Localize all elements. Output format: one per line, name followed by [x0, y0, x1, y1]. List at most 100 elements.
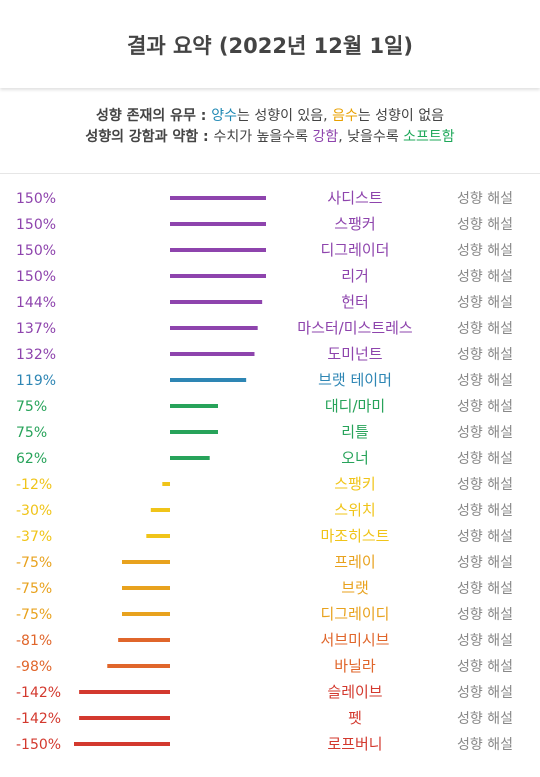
explain-link[interactable]: 성향 해설	[457, 503, 513, 519]
percent-label: -150%	[16, 737, 61, 753]
percent-label: 150%	[16, 217, 56, 233]
explain-link[interactable]: 성향 해설	[457, 269, 513, 285]
bar	[170, 274, 266, 278]
bar	[170, 326, 258, 330]
category-label: 헌터	[341, 293, 369, 311]
explain-link[interactable]: 성향 해설	[457, 425, 513, 441]
explain-link[interactable]: 성향 해설	[457, 191, 513, 207]
explain-link[interactable]: 성향 해설	[457, 581, 513, 597]
bar	[170, 404, 218, 408]
legend-line-existence: 성향 존재의 유무 : 양수는 성향이 있음, 음수는 성향이 없음	[0, 106, 540, 127]
bar	[150, 508, 170, 512]
explain-link[interactable]: 성향 해설	[457, 737, 513, 753]
category-label: 디그레이디	[320, 605, 389, 623]
header: 결과 요약 (2022년 12월 1일)	[0, 0, 540, 88]
category-label: 대디/마미	[325, 397, 385, 415]
category-label: 리거	[341, 267, 369, 285]
percent-label: -81%	[16, 633, 52, 649]
category-label: 리틀	[341, 423, 369, 441]
result-row: -98% 바닐라 성향 해설	[16, 657, 513, 675]
result-row: -75% 브랫 성향 해설	[16, 579, 513, 597]
percent-label: -75%	[16, 607, 52, 623]
percent-label: -98%	[16, 659, 52, 675]
result-row: -81% 서브미시브 성향 해설	[16, 631, 513, 649]
explain-link[interactable]: 성향 해설	[457, 295, 513, 311]
legend-soft: 소프트함	[403, 129, 455, 145]
explain-link[interactable]: 성향 해설	[457, 555, 513, 571]
category-label: 프레이	[334, 553, 375, 571]
result-row: -142% 펫 성향 해설	[16, 709, 513, 727]
explain-link[interactable]: 성향 해설	[457, 373, 513, 389]
category-label: 스팽키	[334, 475, 375, 493]
legend-existence-label: 성향 존재의 유무 :	[95, 108, 212, 124]
bar	[170, 248, 266, 252]
bar	[170, 196, 266, 200]
bar	[146, 534, 170, 538]
percent-label: -142%	[16, 711, 61, 727]
result-row: -75% 디그레이디 성향 해설	[16, 605, 513, 623]
explain-link[interactable]: 성향 해설	[457, 685, 513, 701]
percent-label: 144%	[16, 295, 56, 311]
percent-label: 150%	[16, 243, 56, 259]
category-label: 슬레이브	[327, 683, 382, 701]
percent-label: 75%	[16, 425, 47, 441]
category-label: 펫	[348, 709, 362, 727]
percent-label: 119%	[16, 373, 56, 389]
result-row: 150% 사디스트 성향 해설	[16, 189, 513, 207]
explain-link[interactable]: 성향 해설	[457, 321, 513, 337]
bar	[170, 222, 266, 226]
legend-strong: 강함	[312, 129, 339, 145]
result-row: -142% 슬레이브 성향 해설	[16, 683, 513, 701]
result-row: 137% 마스터/미스트레스 성향 해설	[16, 319, 513, 337]
explain-link[interactable]: 성향 해설	[457, 529, 513, 545]
bar	[79, 690, 170, 694]
explain-link[interactable]: 성향 해설	[457, 633, 513, 649]
result-row: -12% 스팽키 성향 해설	[16, 475, 513, 493]
bar	[107, 664, 170, 668]
bar	[170, 456, 210, 460]
percent-label: 132%	[16, 347, 56, 363]
result-row: -37% 마조히스트 성향 해설	[16, 527, 513, 545]
legend-positive: 양수	[211, 108, 237, 124]
category-label: 브랫	[341, 579, 369, 597]
bar	[118, 638, 170, 642]
legend-negative-text: 는 성향이 없음	[357, 108, 445, 124]
category-label: 마스터/미스트레스	[297, 319, 413, 337]
category-label: 도미넌트	[327, 345, 382, 363]
result-row: 75% 리틀 성향 해설	[16, 423, 513, 441]
legend-negative: 음수	[332, 108, 358, 124]
explain-link[interactable]: 성향 해설	[457, 217, 513, 233]
explain-link[interactable]: 성향 해설	[457, 347, 513, 363]
legend-strength-text1: 수치가 높을수록	[213, 129, 313, 145]
percent-label: -75%	[16, 581, 52, 597]
percent-label: -142%	[16, 685, 61, 701]
bar	[170, 300, 263, 304]
explain-link[interactable]: 성향 해설	[457, 243, 513, 259]
percent-label: 150%	[16, 269, 56, 285]
bar	[170, 352, 255, 356]
divider	[0, 173, 540, 174]
category-label: 바닐라	[334, 657, 376, 675]
bar	[122, 612, 170, 616]
result-row: 62% 오너 성향 해설	[16, 449, 513, 467]
explain-link[interactable]: 성향 해설	[457, 399, 513, 415]
explain-link[interactable]: 성향 해설	[457, 711, 513, 727]
category-label: 브랫 테이머	[318, 371, 392, 389]
explain-link[interactable]: 성향 해설	[457, 451, 513, 467]
result-row: 150% 디그레이더 성향 해설	[16, 241, 513, 259]
percent-label: -37%	[16, 529, 52, 545]
explain-link[interactable]: 성향 해설	[457, 659, 513, 675]
bar	[170, 430, 218, 434]
result-row: 150% 리거 성향 해설	[16, 267, 513, 285]
result-row: 119% 브랫 테이머 성향 해설	[16, 371, 513, 389]
bar	[170, 378, 247, 382]
page-title: 결과 요약 (2022년 12월 1일)	[127, 34, 413, 58]
explain-link[interactable]: 성향 해설	[457, 607, 513, 623]
result-row: 144% 헌터 성향 해설	[16, 293, 513, 311]
result-row: 132% 도미넌트 성향 해설	[16, 345, 513, 363]
legend-line-strength: 성향의 강함과 약함 : 수치가 높을수록 강함, 낮을수록 소프트함	[0, 127, 540, 148]
explain-link[interactable]: 성향 해설	[457, 477, 513, 493]
percent-label: 75%	[16, 399, 47, 415]
category-label: 스위치	[334, 501, 375, 519]
